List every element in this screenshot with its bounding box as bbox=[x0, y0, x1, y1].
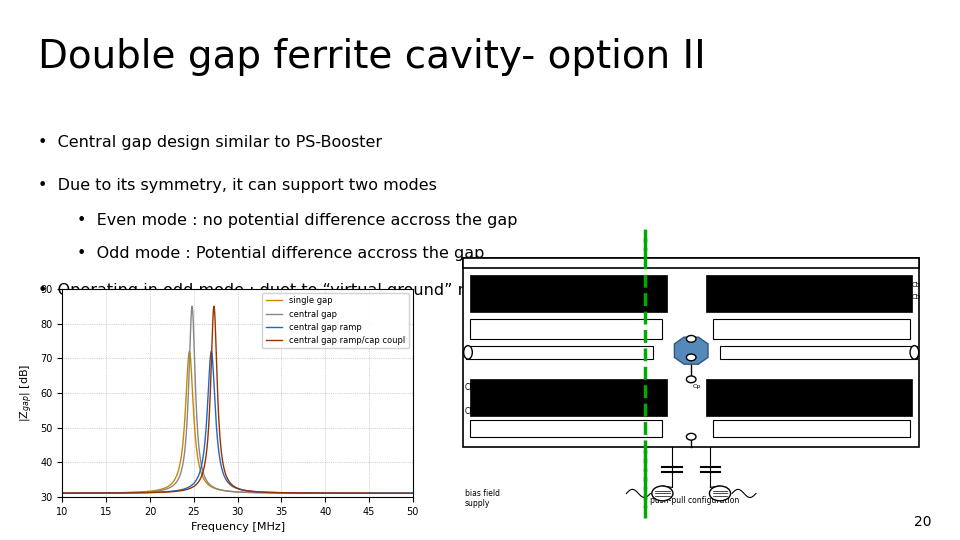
central gap ramp/cap coupl bbox=[363, 490, 374, 496]
Line: central gap ramp/cap coupl: central gap ramp/cap coupl bbox=[62, 306, 413, 493]
central gap bbox=[407, 490, 419, 496]
Y-axis label: |Z$_{gap}$| [dB]: |Z$_{gap}$| [dB] bbox=[18, 364, 35, 422]
Text: Cp: Cp bbox=[692, 383, 701, 389]
Bar bbox=[712, 319, 909, 339]
Text: +V: +V bbox=[658, 313, 707, 342]
central gap ramp bbox=[407, 490, 419, 496]
central gap ramp bbox=[206, 352, 218, 358]
single gap bbox=[400, 490, 412, 496]
single gap bbox=[206, 484, 218, 490]
Text: shift in comparison to a single gap cavity: shift in comparison to a single gap cavi… bbox=[82, 316, 413, 331]
Text: •  Due to its symmetry, it can support two modes: • Due to its symmetry, it can support tw… bbox=[38, 178, 437, 193]
central gap ramp bbox=[205, 348, 217, 355]
central gap ramp/cap coupl bbox=[407, 490, 419, 496]
single gap bbox=[363, 490, 374, 496]
central gap ramp bbox=[363, 490, 374, 496]
single gap bbox=[97, 490, 108, 496]
central gap ramp bbox=[97, 490, 108, 496]
single gap bbox=[183, 348, 195, 355]
Text: 20: 20 bbox=[914, 515, 931, 529]
Text: +V: +V bbox=[590, 313, 639, 342]
central gap bbox=[97, 490, 108, 496]
central gap ramp/cap coupl bbox=[97, 490, 108, 496]
central gap ramp bbox=[57, 490, 68, 496]
Text: Cb: Cb bbox=[912, 282, 922, 288]
central gap ramp/cap coupl bbox=[191, 481, 203, 487]
central gap bbox=[206, 483, 218, 490]
Text: push-pull configuration: push-pull configuration bbox=[651, 496, 739, 505]
Text: Double gap ferrite cavity- option II: Double gap ferrite cavity- option II bbox=[38, 38, 707, 76]
Line: single gap: single gap bbox=[62, 352, 413, 493]
central gap bbox=[363, 490, 374, 496]
Circle shape bbox=[686, 433, 696, 440]
central gap ramp/cap coupl bbox=[57, 490, 68, 496]
Bar bbox=[470, 420, 662, 437]
Text: Cb: Cb bbox=[912, 294, 922, 300]
single gap bbox=[117, 489, 129, 496]
Circle shape bbox=[686, 376, 696, 383]
Ellipse shape bbox=[910, 346, 919, 359]
central gap ramp bbox=[191, 476, 203, 483]
single gap bbox=[57, 490, 68, 496]
Bar bbox=[466, 346, 653, 359]
Circle shape bbox=[686, 354, 696, 361]
Circle shape bbox=[686, 335, 696, 342]
Bar bbox=[463, 258, 920, 447]
Circle shape bbox=[652, 486, 673, 501]
Text: •  Central gap design similar to PS-Booster: • Central gap design similar to PS-Boost… bbox=[38, 135, 382, 150]
Bar bbox=[706, 275, 912, 312]
Line: central gap ramp: central gap ramp bbox=[62, 352, 413, 493]
Text: bias field
supply: bias field supply bbox=[465, 489, 499, 509]
Bar bbox=[470, 275, 667, 312]
Bar bbox=[470, 319, 662, 339]
Ellipse shape bbox=[464, 346, 472, 359]
central gap ramp bbox=[400, 490, 412, 496]
Text: Cb: Cb bbox=[465, 383, 475, 392]
central gap bbox=[400, 490, 412, 496]
Text: •  Operating in odd mode : duet to “virtual ground” no frequency: • Operating in odd mode : duet to “virtu… bbox=[38, 284, 564, 299]
Text: Cb: Cb bbox=[465, 407, 475, 416]
central gap ramp/cap coupl bbox=[400, 490, 412, 496]
central gap bbox=[117, 489, 129, 496]
central gap ramp/cap coupl bbox=[206, 341, 218, 348]
central gap ramp/cap coupl bbox=[117, 490, 129, 496]
Bar bbox=[712, 420, 909, 437]
central gap bbox=[186, 303, 198, 309]
Text: •  Odd mode : Potential difference accross the gap: • Odd mode : Potential difference accros… bbox=[77, 246, 484, 261]
central gap bbox=[57, 490, 68, 496]
Bar bbox=[720, 346, 917, 359]
Bar bbox=[706, 379, 912, 416]
single gap bbox=[407, 490, 419, 496]
Bar bbox=[463, 258, 920, 268]
central gap ramp/cap coupl bbox=[208, 303, 220, 309]
Bar bbox=[470, 379, 667, 416]
Text: •  Even mode : no potential difference accross the gap: • Even mode : no potential difference ac… bbox=[77, 213, 517, 228]
Line: central gap: central gap bbox=[62, 306, 413, 493]
Legend: single gap, central gap, central gap ramp, central gap ramp/cap coupl: single gap, central gap, central gap ram… bbox=[262, 293, 409, 348]
Polygon shape bbox=[674, 337, 708, 364]
single gap bbox=[191, 448, 203, 455]
central gap ramp bbox=[117, 490, 129, 496]
X-axis label: Frequency [MHz]: Frequency [MHz] bbox=[190, 522, 285, 532]
central gap bbox=[191, 415, 203, 422]
Circle shape bbox=[709, 486, 731, 501]
